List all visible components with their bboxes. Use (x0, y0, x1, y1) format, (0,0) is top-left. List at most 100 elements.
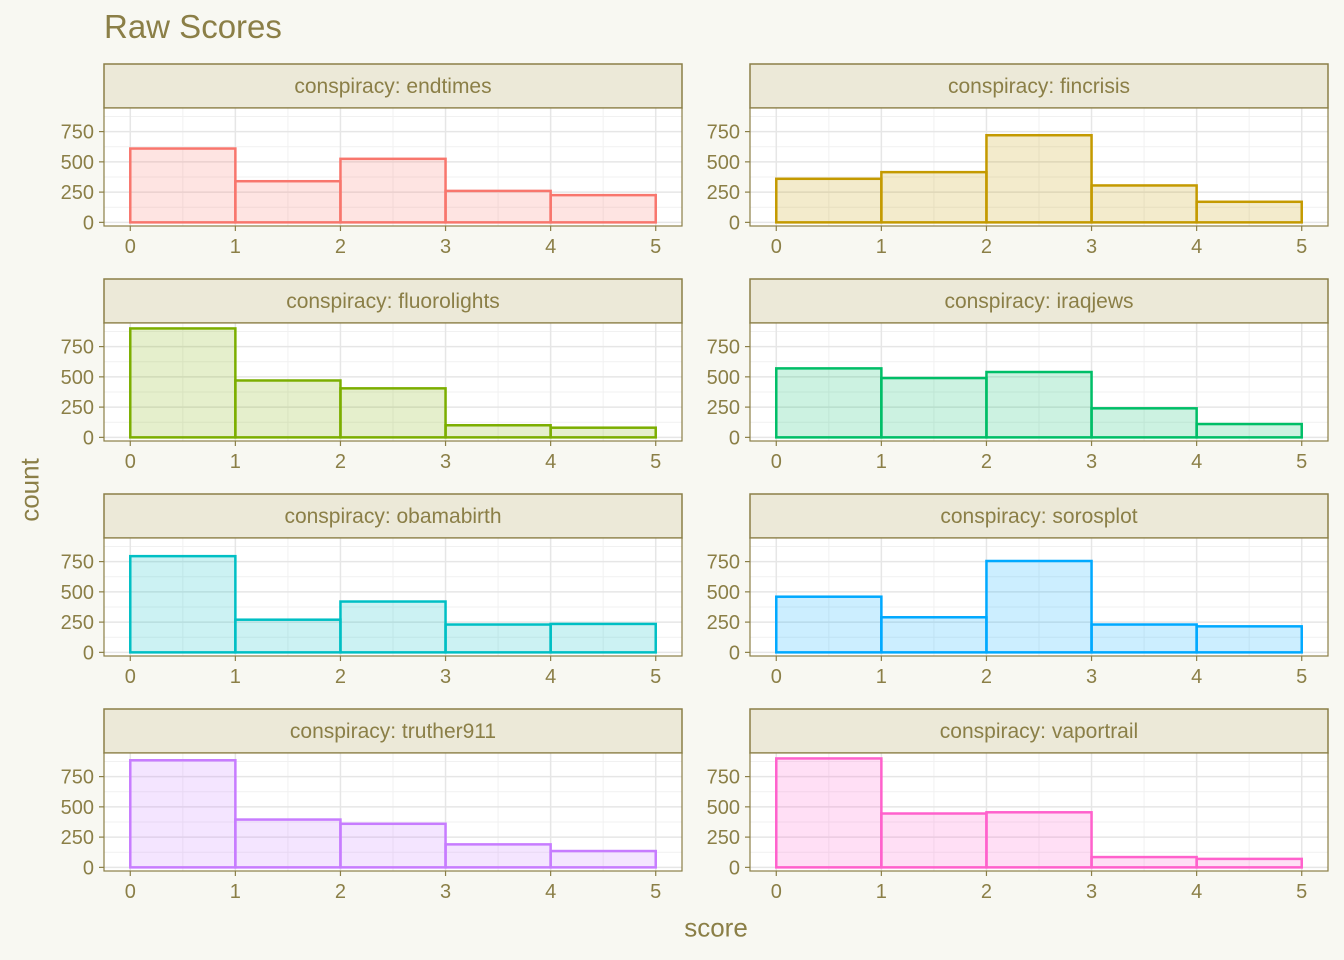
y-tick-label: 500 (707, 797, 740, 819)
x-tick-label: 3 (1086, 451, 1097, 473)
histogram-bar (129, 554, 237, 654)
facet-strip-label: conspiracy: fincrisis (948, 75, 1130, 98)
histogram-bar (234, 818, 342, 869)
facet-strip-label: conspiracy: obamabirth (284, 505, 501, 528)
histogram-bar (129, 759, 237, 869)
facet-strip-label: conspiracy: truther911 (290, 720, 496, 743)
x-tick-label: 2 (335, 236, 346, 258)
y-tick-label: 500 (61, 152, 94, 174)
histogram-bar (234, 379, 342, 439)
x-tick-label: 5 (650, 666, 661, 688)
x-tick-label: 3 (440, 236, 451, 258)
y-tick-label: 750 (61, 337, 94, 359)
x-tick-label: 2 (981, 451, 992, 473)
x-tick-label: 5 (1296, 666, 1307, 688)
x-tick-label: 2 (981, 881, 992, 903)
histogram-bar (234, 179, 342, 224)
panel-border (103, 752, 683, 872)
panel-border (103, 107, 683, 227)
histogram-bar (444, 424, 552, 439)
y-tick-label: 0 (729, 212, 740, 234)
x-tick-label: 4 (1191, 881, 1202, 903)
histogram-bar (1090, 623, 1198, 654)
panel-border (749, 537, 1329, 657)
y-tick-label: 250 (707, 397, 740, 419)
x-tick-label: 0 (125, 666, 136, 688)
x-tick-label: 1 (230, 666, 241, 688)
facet-panel-fincrisis: conspiracy: fincrisis 0 250 500 750 0 1 2 3 4 5 (707, 63, 1329, 258)
x-tick-label: 4 (545, 451, 556, 473)
facet-panel-vaportrail: conspiracy: vaportrail 0 250 500 750 0 1 2 3 4 5 (707, 708, 1329, 903)
x-tick-label: 3 (440, 666, 451, 688)
y-tick-label: 500 (707, 367, 740, 389)
histogram-bar (1090, 407, 1198, 439)
histogram-bar (549, 426, 657, 439)
histogram-bar (1195, 200, 1303, 224)
y-tick-label: 250 (61, 827, 94, 849)
histogram-bar (339, 157, 447, 224)
x-tick-label: 5 (1296, 451, 1307, 473)
facet-panel-truther911: conspiracy: truther911 0 250 500 750 0 1 2 3 4 5 (61, 708, 683, 903)
y-tick-label: 0 (83, 212, 94, 234)
x-tick-label: 5 (1296, 236, 1307, 258)
x-tick-label: 3 (1086, 236, 1097, 258)
facet-strip-label: conspiracy: iraqjews (944, 290, 1133, 313)
histogram-bar (1195, 857, 1303, 869)
histogram-bar (880, 616, 988, 654)
histogram-bar (985, 811, 1093, 869)
facet-strip-label: conspiracy: endtimes (294, 75, 491, 98)
facet-panel-fluorolights: conspiracy: fluorolights 0 250 500 750 0 1 2 3 4 5 (61, 278, 683, 473)
facet-panel-endtimes: conspiracy: endtimes 0 250 500 750 0 1 2 3 4 5 (61, 63, 683, 258)
facet-strip-label: conspiracy: sorosplot (940, 505, 1137, 528)
histogram-bar (234, 618, 342, 654)
histogram-bar (1195, 625, 1303, 654)
y-tick-label: 250 (61, 397, 94, 419)
y-tick-label: 750 (61, 122, 94, 144)
y-tick-label: 750 (707, 122, 740, 144)
histogram-bar (444, 623, 552, 654)
histogram-bar (880, 376, 988, 439)
chart-title: Raw Scores (104, 8, 282, 45)
histogram-bar (339, 387, 447, 439)
x-axis-label: score (684, 912, 748, 943)
panel-border (749, 752, 1329, 872)
x-tick-label: 4 (1191, 236, 1202, 258)
y-tick-label: 500 (707, 152, 740, 174)
y-tick-label: 750 (61, 552, 94, 574)
histogram-bar (549, 849, 657, 869)
x-tick-label: 0 (771, 451, 782, 473)
x-tick-label: 0 (125, 236, 136, 258)
histogram-bar (339, 600, 447, 654)
y-tick-label: 750 (707, 767, 740, 789)
facet-strip (749, 63, 1329, 109)
histogram-bar (985, 370, 1093, 439)
x-tick-label: 2 (335, 666, 346, 688)
y-tick-label: 250 (707, 612, 740, 634)
y-tick-label: 0 (83, 427, 94, 449)
facet-panel-obamabirth: conspiracy: obamabirth 0 250 500 750 0 1 2 3 4 5 (61, 493, 683, 688)
panel-border (749, 322, 1329, 442)
facet-panel-sorosplot: conspiracy: sorosplot 0 250 500 750 0 1 2 3 4 5 (707, 493, 1329, 688)
y-tick-label: 0 (83, 857, 94, 879)
facet-panel-iraqjews: conspiracy: iraqjews 0 250 500 750 0 1 2 3 4 5 (707, 278, 1329, 473)
facet-strip (103, 278, 683, 324)
x-tick-label: 0 (771, 236, 782, 258)
histogram-bar (549, 622, 657, 654)
y-tick-label: 750 (61, 767, 94, 789)
x-tick-label: 1 (230, 451, 241, 473)
x-tick-label: 5 (650, 451, 661, 473)
y-tick-label: 250 (707, 182, 740, 204)
histogram-bar (775, 367, 883, 439)
x-tick-label: 3 (440, 881, 451, 903)
histogram-bar (1195, 422, 1303, 439)
y-tick-label: 0 (729, 427, 740, 449)
x-tick-label: 3 (1086, 666, 1097, 688)
x-tick-label: 4 (1191, 451, 1202, 473)
x-tick-label: 3 (440, 451, 451, 473)
facet-strip (103, 708, 683, 754)
panel-border (749, 107, 1329, 227)
x-tick-label: 4 (545, 236, 556, 258)
x-tick-label: 0 (125, 881, 136, 903)
y-tick-label: 750 (707, 337, 740, 359)
